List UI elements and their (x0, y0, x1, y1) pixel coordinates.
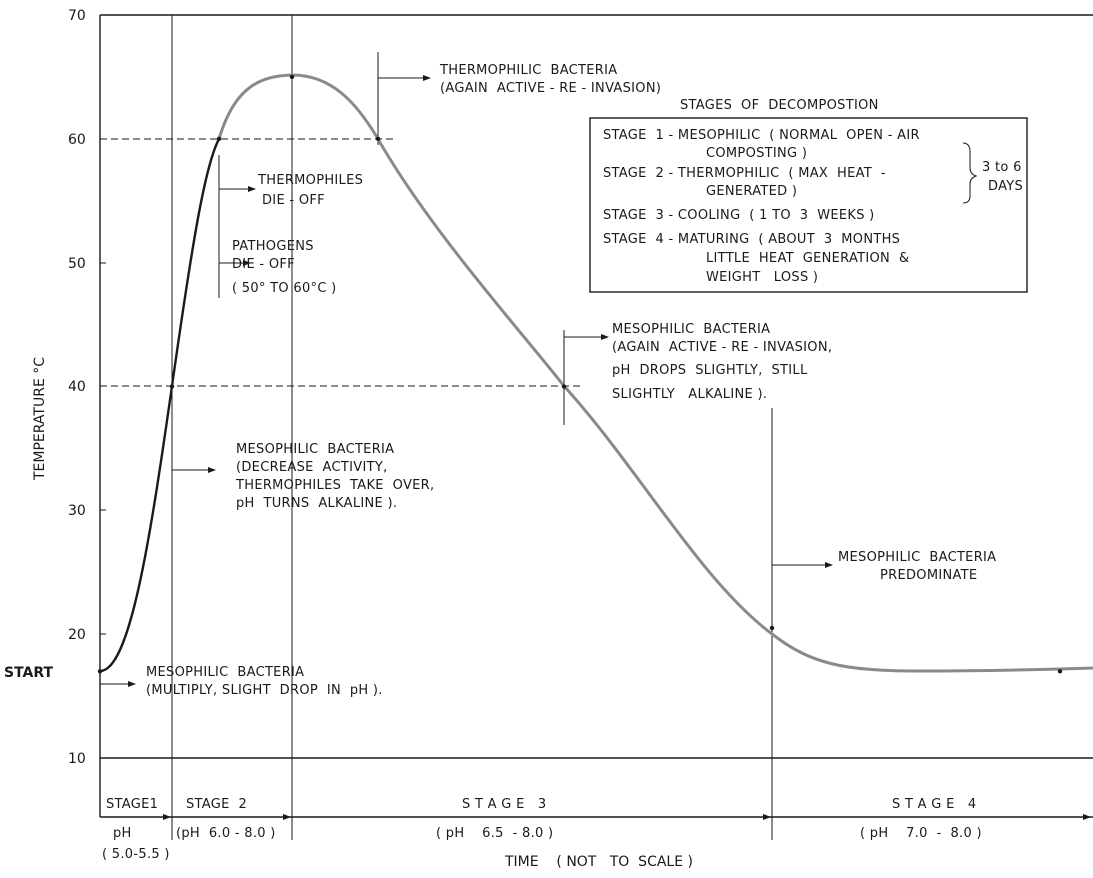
stage-ph: ( 5.0-5.5 ) (102, 847, 170, 862)
series-point (216, 136, 222, 141)
series-line-fall (217, 73, 1093, 673)
start-label: START (4, 665, 54, 681)
series-point (1057, 669, 1063, 674)
annotation-meso-predominate: MESOPHILIC BACTERIA PREDOMINATE (838, 550, 996, 583)
annotation-line: THERMOPHILES TAKE OVER, (235, 478, 434, 493)
y-ticks: 70 60 50 40 30 20 10 (68, 8, 106, 767)
legend-duration: DAYS (988, 179, 1023, 194)
y-tick-label: 40 (68, 379, 86, 395)
annotation-meso-decrease: MESOPHILIC BACTERIA (DECREASE ACTIVITY, … (235, 442, 434, 511)
annotation-line: SLIGHTLY ALKALINE ). (612, 387, 767, 402)
annotation-arrows (100, 75, 833, 687)
stage-label: STAGE1 (106, 797, 158, 812)
y-tick-label: 60 (68, 132, 86, 148)
legend-line: LITTLE HEAT GENERATION & (706, 251, 909, 266)
legend-line: GENERATED ) (706, 184, 797, 199)
series-points (97, 74, 1063, 674)
y-tick-label: 30 (68, 503, 86, 519)
series-point (97, 669, 103, 674)
stage-ph: ( pH 6.5 - 8.0 ) (436, 826, 553, 841)
annotation-meso-multiply: MESOPHILIC BACTERIA (MULTIPLY, SLIGHT DR… (146, 665, 383, 698)
stage-label: S T A G E 4 (892, 797, 976, 812)
y-tick-label: 50 (68, 256, 86, 272)
legend-box (589, 117, 1028, 293)
legend-line: STAGE 2 - THERMOPHILIC ( MAX HEAT - (603, 166, 886, 181)
legend-line: COMPOSTING ) (706, 146, 807, 161)
annotation-thermo-bacteria: THERMOPHILIC BACTERIA (AGAIN ACTIVE - RE… (439, 63, 661, 96)
annotation-thermophiles: THERMOPHILES DIE - OFF (257, 173, 363, 208)
stage-ph: ( pH 7.0 - 8.0 ) (860, 826, 982, 841)
legend: STAGES OF DECOMPOSTION STAGE 1 - MESOPHI… (589, 98, 1028, 293)
annotation-line: MESOPHILIC BACTERIA (838, 550, 996, 565)
annotation-line: pH DROPS SLIGHTLY, STILL (612, 363, 808, 378)
stage-label: S T A G E 3 (462, 797, 546, 812)
stage-ph: (pH 6.0 - 8.0 ) (176, 826, 276, 841)
annotation-line: MESOPHILIC BACTERIA (612, 322, 770, 337)
series-line-rise (99, 138, 221, 673)
annotation-line: DIE - OFF (232, 257, 295, 272)
annotation-line: PREDOMINATE (880, 568, 977, 583)
annotation-line: (DECREASE ACTIVITY, (236, 460, 388, 475)
annotation-line: PATHOGENS (232, 239, 314, 254)
annotation-line: (AGAIN ACTIVE - RE - INVASION, (612, 340, 832, 355)
stage-labels: STAGE1 STAGE 2 S T A G E 3 S T A G E 4 p… (102, 797, 982, 862)
annotation-line: ( 50° TO 60°C ) (232, 281, 337, 296)
annotation-line: MESOPHILIC BACTERIA (236, 442, 394, 457)
series-point (769, 625, 775, 631)
y-tick-label: 70 (68, 8, 86, 24)
series-point (289, 74, 295, 80)
annotation-line: (MULTIPLY, SLIGHT DROP IN pH ). (146, 683, 383, 698)
legend-line: WEIGHT LOSS ) (706, 270, 818, 285)
x-axis-title: TIME ( NOT TO SCALE ) (504, 854, 693, 870)
series-point (169, 384, 175, 389)
legend-line: STAGE 3 - COOLING ( 1 TO 3 WEEKS ) (603, 208, 875, 223)
annotation-pathogens: PATHOGENS DIE - OFF ( 50° TO 60°C ) (232, 239, 337, 296)
legend-line: STAGE 1 - MESOPHILIC ( NORMAL OPEN - AIR (603, 128, 920, 143)
legend-title: STAGES OF DECOMPOSTION (680, 98, 879, 113)
series-point (561, 384, 567, 389)
legend-brace (962, 142, 978, 204)
stage-ph: pH (113, 826, 132, 841)
annotation-line: THERMOPHILES (257, 173, 363, 188)
stage-label: STAGE 2 (186, 797, 247, 812)
y-axis-title: TEMPERATURE °C (32, 357, 48, 481)
annotation-line: pH TURNS ALKALINE ). (236, 496, 397, 511)
annotation-line: MESOPHILIC BACTERIA (146, 665, 304, 680)
y-tick-label: 20 (68, 627, 86, 643)
annotation-meso-again: MESOPHILIC BACTERIA (AGAIN ACTIVE - RE -… (612, 322, 832, 402)
annotation-line: THERMOPHILIC BACTERIA (439, 63, 617, 78)
legend-line: STAGE 4 - MATURING ( ABOUT 3 MONTHS (603, 232, 900, 247)
y-tick-label: 10 (68, 751, 86, 767)
legend-duration: 3 to 6 (982, 160, 1022, 175)
annotation-line: (AGAIN ACTIVE - RE - INVASION) (440, 81, 661, 96)
annotation-line: DIE - OFF (262, 193, 325, 208)
series-point (375, 136, 381, 141)
